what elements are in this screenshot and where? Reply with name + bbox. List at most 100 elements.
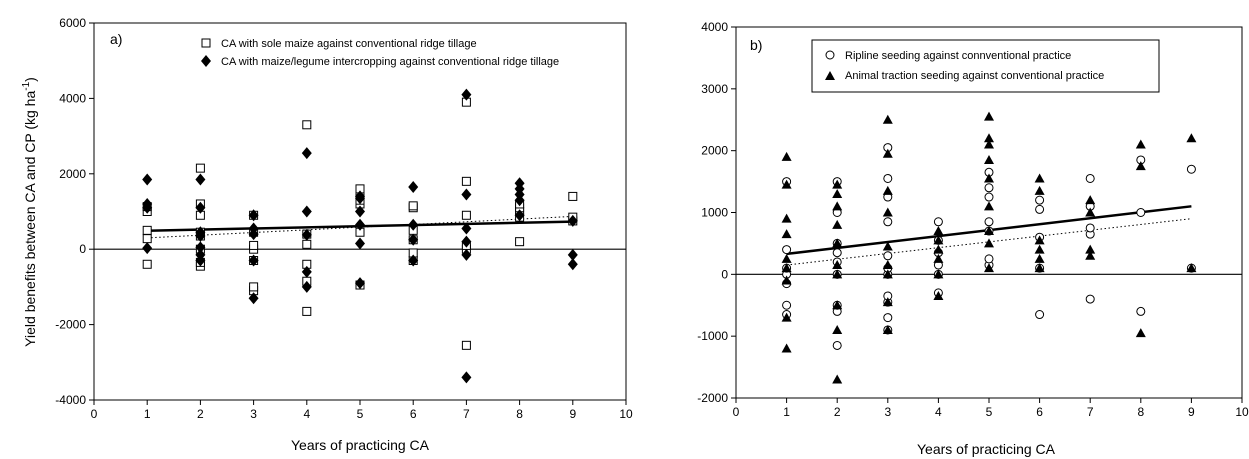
data-point-filled-diamond [408,254,419,267]
data-point-filled-diamond [461,188,472,201]
data-point-open-circle [1035,310,1045,320]
data-point-filled-triangle [832,179,843,189]
x-tick-label: 10 [619,407,633,421]
x-tick-label: 6 [410,407,417,421]
data-point-filled-triangle [832,238,843,248]
x-tick-label: 7 [1087,405,1094,419]
x-tick-label: 5 [357,407,364,421]
data-point-open-circle [1186,164,1196,174]
data-point-open-circle [1035,204,1045,214]
data-point-filled-diamond [301,228,312,241]
open-square-marker [201,38,211,48]
data-point-open-square [195,163,205,173]
data-point-filled-triangle [882,260,893,270]
data-point-filled-diamond [301,265,312,278]
data-point-filled-diamond [248,292,259,305]
x-tick-label: 8 [1137,405,1144,419]
data-point-filled-diamond [195,173,206,186]
data-point-filled-triangle [882,269,893,279]
data-point-open-circle [782,245,792,255]
legend-label: CA with sole maize against conventional … [221,38,477,50]
legend-entry-animal-traction: Animal traction seeding against conventi… [825,70,1104,82]
legend: CA with sole maize against conventional … [201,38,559,68]
data-point-open-circle [883,251,893,261]
data-point-filled-triangle [882,148,893,158]
data-point-filled-diamond [248,222,259,235]
data-point-filled-diamond [408,233,419,246]
x-tick-label: 1 [783,405,790,419]
data-point-filled-diamond [195,201,206,214]
data-point-filled-diamond [355,237,365,250]
data-point-filled-diamond [408,218,419,231]
data-point-filled-triangle [933,269,944,279]
data-point-filled-triangle [1034,173,1045,183]
data-point-open-circle [832,248,842,258]
data-point-filled-triangle [882,114,893,124]
x-tick-label: 0 [733,405,740,419]
data-point-filled-triangle [984,226,994,236]
data-point-open-square [249,282,259,292]
data-point-filled-diamond [514,177,525,190]
data-point-filled-triangle [984,139,994,149]
data-point-filled-diamond [355,205,365,218]
y-tick-label: 3000 [701,82,728,96]
data-point-open-circle [782,300,792,310]
data-point-filled-diamond [355,218,365,231]
legend-label: CA with maize/legume intercropping again… [221,56,559,68]
data-point-filled-triangle [933,290,944,300]
y-tick-label: -1000 [697,329,728,343]
y-axis-ticks: -4000 -2000 0 2000 4000 6000 [55,16,94,407]
data-point-open-circle [1085,294,1095,304]
y-tick-label: -2000 [55,318,86,332]
x-tick-label: 0 [91,407,98,421]
data-point-filled-diamond [301,280,312,293]
legend-entry-ripline: Ripline seeding against connventional pr… [825,50,1071,62]
panel-label: a) [110,31,122,47]
data-point-open-square [302,239,312,249]
data-point-filled-diamond [567,248,578,261]
data-point-filled-diamond [567,258,578,271]
data-point-open-square [142,259,152,269]
data-point-open-circle [933,217,943,227]
data-point-filled-diamond [355,277,365,290]
data-point-open-circle [883,313,893,323]
data-point-open-square [302,120,312,130]
data-point-filled-diamond [461,235,472,248]
y-tick-label: 4000 [59,91,86,105]
data-point-open-circle [1085,173,1095,183]
legend-box [811,39,1160,93]
data-point-filled-diamond [355,190,365,203]
data-point-filled-triangle [832,374,843,384]
data-point-open-square [461,340,471,350]
data-point-filled-triangle [882,185,893,195]
legend-entry-intercropping: CA with maize/legume intercropping again… [201,55,559,68]
x-tick-label: 3 [250,407,257,421]
legend-entry-sole-maize: CA with sole maize against conventional … [201,38,477,50]
y-tick-label: 2000 [59,167,86,181]
data-point-filled-triangle [1135,161,1146,171]
data-point-filled-diamond [408,180,419,193]
data-points [142,88,578,384]
x-tick-label: 2 [834,405,841,419]
data-point-filled-triangle [984,154,994,164]
y-tick-label: 0 [79,242,86,256]
data-point-open-square [515,237,525,247]
data-point-filled-triangle [1034,235,1045,245]
x-tick-label: 7 [463,407,470,421]
data-point-open-circle [984,217,994,227]
y-tick-label: 2000 [701,144,728,158]
filled-diamond-marker [201,55,211,67]
x-tick-label: 3 [884,405,891,419]
data-point-open-circle [1085,223,1095,233]
data-point-open-circle [984,254,994,264]
data-point-open-square [302,306,312,316]
data-point-filled-triangle [832,188,843,198]
y-tick-label: 6000 [59,16,86,30]
y-tick-label: -2000 [697,391,728,405]
data-point-filled-triangle [832,201,843,211]
data-point-filled-triangle [984,173,994,183]
data-point-open-square [142,234,152,244]
data-point-filled-triangle [1135,139,1146,149]
x-tick-label: 4 [935,405,942,419]
